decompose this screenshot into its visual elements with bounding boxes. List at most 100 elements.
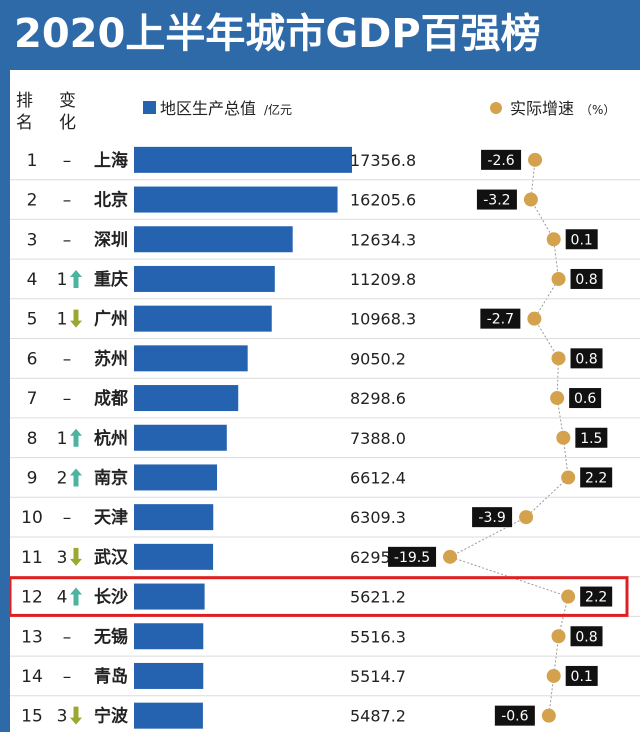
city-label: 武汉 [94, 547, 129, 568]
growth-value-label: -2.6 [487, 153, 514, 169]
rank-label: 13 [21, 627, 43, 647]
up-arrow-icon [70, 587, 82, 606]
gdp-bar [134, 345, 248, 372]
gdp-bar [134, 424, 227, 451]
change-number: 1 [57, 310, 68, 330]
growth-label-bg [575, 427, 608, 448]
growth-label-bg [580, 586, 613, 607]
growth-point [541, 708, 556, 723]
gdp-bar [134, 226, 293, 253]
growth-label-bg [565, 229, 598, 250]
growth-value-label: -3.9 [478, 510, 505, 526]
chart-svg: 排名 变化 地区生产总值/亿元 实际增速 （%） 1 – 上海 17356.8 -2.6 2 – 北京 1… [10, 91, 640, 729]
rank-label: 4 [27, 270, 38, 290]
rank-label: 12 [21, 588, 43, 608]
city-label: 苏州 [94, 348, 128, 369]
gdp-value-label: 9050.2 [350, 349, 406, 368]
rank-label: 6 [27, 349, 38, 369]
city-label: 杭州 [94, 428, 128, 449]
chart-panel: 排名 变化 地区生产总值/亿元 实际增速 （%） 1 – 上海 17356.8 -2.6 2 – 北京 1… [10, 70, 640, 732]
gdp-bar [134, 662, 204, 689]
gdp-legend-unit: /亿元 [264, 102, 292, 117]
change-dash: – [63, 508, 72, 528]
change-number: 2 [57, 468, 68, 488]
growth-label-bg [570, 626, 603, 647]
city-label: 青岛 [94, 666, 128, 687]
rank-label: 11 [21, 548, 43, 568]
growth-point [523, 192, 538, 207]
change-dash: – [63, 667, 72, 687]
change-number: 1 [57, 429, 68, 449]
city-label: 宁波 [94, 706, 129, 727]
growth-value-label: 0.8 [575, 629, 597, 645]
gdp-bar [134, 702, 203, 729]
growth-value-label: -19.5 [394, 550, 430, 566]
gdp-value-label: 7388.0 [350, 429, 406, 448]
growth-label-bg [472, 507, 513, 528]
gdp-bar [134, 146, 352, 173]
growth-value-label: 0.8 [575, 272, 597, 288]
gdp-bar [134, 464, 218, 491]
growth-point [546, 668, 561, 683]
growth-label-bg [569, 388, 602, 409]
city-label: 成都 [94, 388, 128, 409]
growth-point [550, 391, 565, 406]
gdp-value-label: 5514.7 [350, 667, 406, 686]
gdp-bar [134, 305, 272, 332]
gdp-bar [134, 385, 239, 412]
gdp-value-label: 16205.6 [350, 191, 416, 210]
down-arrow-icon [70, 547, 82, 566]
growth-label-bg [388, 546, 437, 567]
rank-label: 3 [27, 230, 38, 250]
rank-label: 10 [21, 508, 43, 528]
change-number: 3 [57, 707, 68, 727]
change-number: 3 [57, 548, 68, 568]
gdp-value-label: 5516.3 [350, 627, 406, 646]
gdp-value-label: 11209.8 [350, 270, 416, 289]
gdp-bar [134, 504, 214, 531]
growth-label-bg [476, 189, 517, 210]
growth-value-label: 0.1 [571, 669, 593, 685]
up-arrow-icon [70, 269, 82, 288]
rank-label: 9 [27, 468, 38, 488]
rank-label: 14 [21, 667, 43, 687]
rank-label: 15 [21, 707, 43, 727]
change-header-top: 变 [59, 91, 76, 111]
change-number: 4 [57, 588, 68, 608]
gdp-legend-label: 地区生产总值 [160, 99, 256, 118]
growth-value-label: 0.1 [571, 232, 593, 248]
rank-header-bottom: 名 [16, 113, 33, 133]
gdp-value-label: 12634.3 [350, 230, 416, 249]
growth-label-bg [570, 348, 603, 369]
rank-header-top: 排 [16, 91, 33, 111]
growth-label-bg [481, 149, 522, 170]
gdp-value-label: 5621.2 [350, 588, 406, 607]
city-label: 南京 [94, 467, 128, 488]
change-dash: – [63, 191, 72, 211]
growth-value-label: 2.2 [585, 590, 607, 606]
rank-label: 1 [27, 151, 38, 171]
gdp-value-label: 6612.4 [350, 468, 406, 487]
change-dash: – [63, 151, 72, 171]
gdp-bar [134, 543, 214, 570]
growth-label-bg [565, 665, 598, 686]
gdp-value-label: 8298.6 [350, 389, 406, 408]
growth-point [443, 549, 458, 564]
growth-point [551, 629, 566, 644]
down-arrow-icon [70, 706, 82, 725]
city-label: 无锡 [93, 626, 128, 647]
growth-point [546, 232, 561, 247]
change-dash: – [63, 389, 72, 409]
gdp-value-label: 17356.8 [350, 151, 416, 170]
rank-label: 8 [27, 429, 38, 449]
growth-value-label: 0.6 [574, 391, 596, 407]
gdp-value-label: 10968.3 [350, 310, 416, 329]
city-label: 广州 [94, 309, 128, 330]
growth-point [519, 510, 534, 525]
city-label: 重庆 [94, 269, 128, 290]
growth-value-label: -0.6 [501, 709, 528, 725]
city-label: 天津 [94, 507, 128, 528]
growth-point [527, 311, 542, 326]
growth-legend-unit: （%） [580, 103, 615, 117]
